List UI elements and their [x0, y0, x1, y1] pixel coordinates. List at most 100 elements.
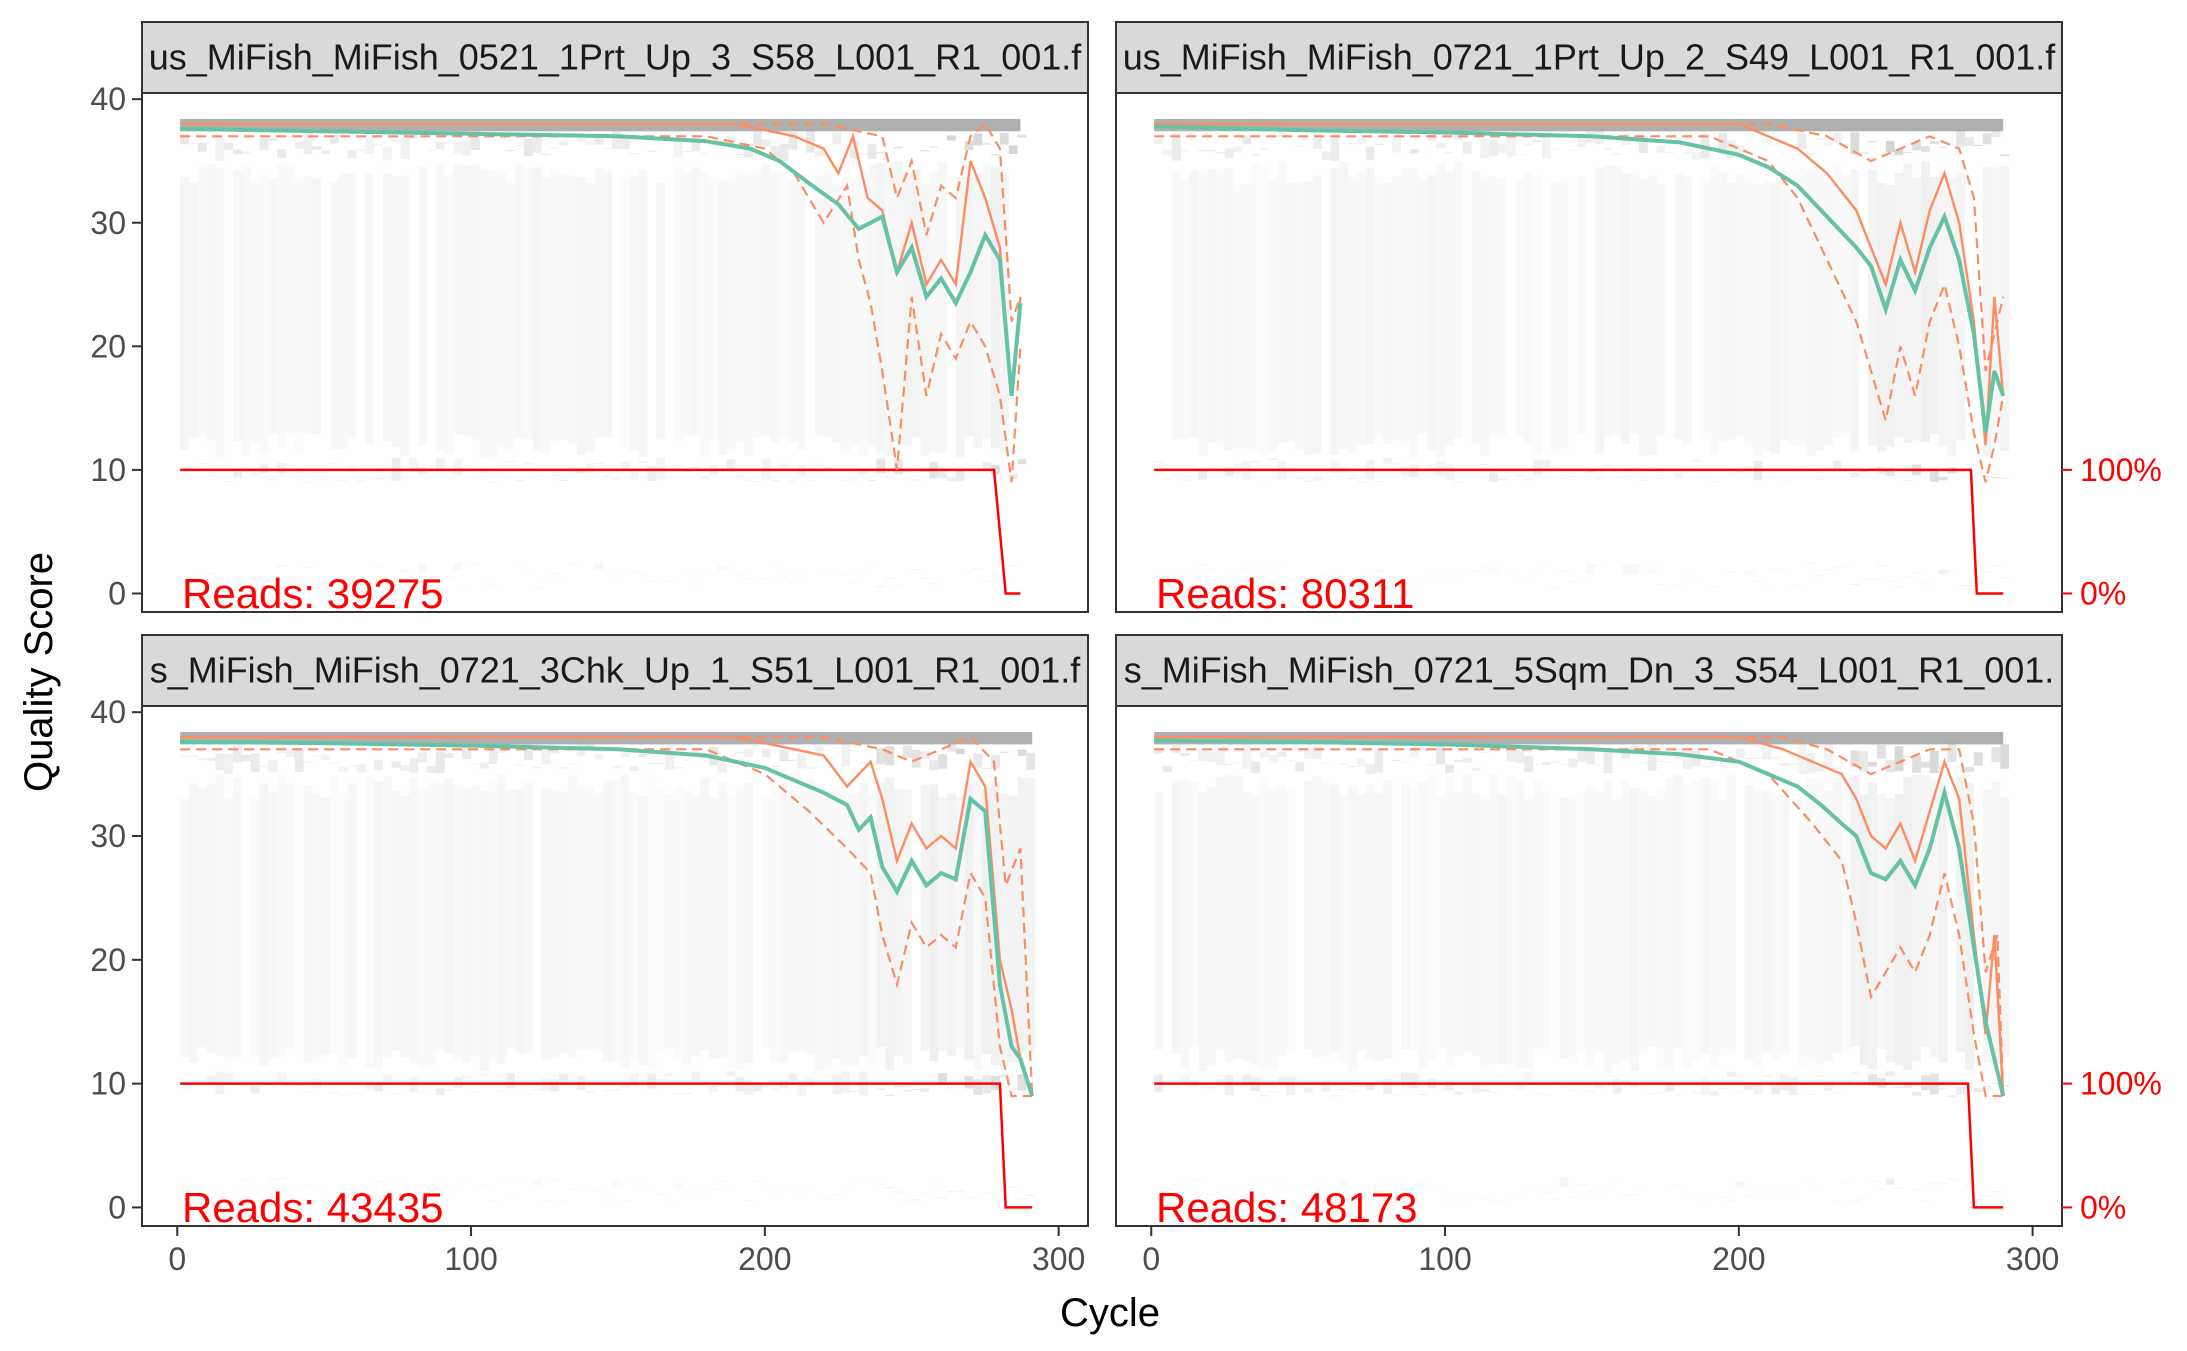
heatmap-cell [1779, 152, 1789, 154]
heatmap-cell [462, 747, 472, 759]
heatmap-cell [770, 1088, 780, 1090]
heatmap-cell [1876, 565, 1886, 567]
heatmap-cell [1568, 581, 1578, 583]
heatmap-cell [1965, 1185, 1974, 1187]
heatmap-cell [1321, 574, 1331, 576]
heatmap-cell [2000, 154, 2010, 157]
heatmap-cell [215, 477, 225, 479]
heatmap-cell [532, 132, 542, 153]
heatmap-cell [1868, 782, 1877, 1069]
heatmap-cell [1541, 460, 1551, 468]
heatmap-cell [1691, 459, 1701, 462]
heatmap-cell [1524, 578, 1534, 580]
heatmap-cell [330, 1092, 339, 1094]
heatmap-cell [1268, 1182, 1278, 1184]
heatmap-cell [973, 133, 983, 146]
heatmap-cell [312, 585, 322, 587]
heatmap-cell [1026, 1194, 1036, 1196]
heatmap-cell [1242, 1074, 1252, 1086]
heatmap-cell [233, 579, 242, 581]
heatmap-cell [1973, 1088, 1983, 1092]
heatmap-cell [1497, 478, 1507, 481]
heatmap-cell [1233, 776, 1243, 1059]
heatmap-cell [770, 563, 780, 565]
heatmap-cell [312, 1188, 322, 1190]
heatmap-cell [1665, 761, 1675, 763]
heatmap-cell [1947, 1178, 1957, 1180]
heatmap-cell [1982, 571, 1992, 573]
heatmap-cell [1154, 571, 1164, 573]
heatmap-cell [1797, 1080, 1807, 1082]
heatmap-cell [1163, 149, 1172, 156]
x-axis-title: Cycle [1060, 1291, 1160, 1335]
heatmap-cell [523, 138, 533, 157]
heatmap-cell [1304, 480, 1313, 482]
heatmap-cell [1647, 795, 1657, 1047]
heatmap-cell [312, 755, 322, 757]
heatmap-cell [1868, 141, 1877, 143]
facet-panel-2: Reads: 80311 us_MiFish_MiFish_0721_1Prt_U… [1115, 21, 2162, 617]
heatmap-cell [1594, 564, 1604, 566]
heatmap-cell [1683, 151, 1692, 153]
heatmap-cell [920, 1088, 930, 1092]
heatmap-cell [285, 579, 295, 581]
heatmap-cell [894, 1191, 903, 1193]
heatmap-cell [911, 479, 921, 481]
heatmap-cell [788, 759, 798, 761]
heatmap-cell [523, 572, 533, 574]
heatmap-cell [797, 140, 806, 142]
heatmap-cell [805, 1077, 815, 1087]
heatmap-cell [409, 1184, 419, 1186]
heatmap-cell [938, 1197, 947, 1199]
heatmap-cell [788, 1073, 798, 1082]
heatmap-cell [999, 132, 1009, 145]
heatmap-cell [1277, 1183, 1287, 1185]
heatmap-cell [1259, 167, 1269, 456]
heatmap-cell [885, 162, 895, 456]
heatmap-cell [1277, 751, 1287, 757]
y-tick-label: 40 [90, 81, 126, 117]
heatmap-cell [1850, 170, 1860, 452]
heatmap-cell [1630, 1084, 1639, 1088]
heatmap-cell [1400, 783, 1410, 1049]
heatmap-cell [1894, 1187, 1904, 1189]
y-tick-label: 40 [90, 694, 126, 730]
heatmap-cell [1462, 774, 1472, 1053]
heatmap-cell [779, 750, 789, 762]
heatmap-cell [735, 575, 745, 577]
heatmap-cell [1251, 795, 1260, 1065]
heatmap-cell [1304, 1184, 1313, 1186]
heatmap-cell [770, 172, 780, 443]
heatmap-cell [312, 178, 322, 434]
heatmap-cell [479, 471, 489, 473]
heatmap-cell [1233, 569, 1243, 571]
heatmap-cell [1859, 794, 1869, 1065]
heatmap-cell [1198, 150, 1208, 152]
heatmap-cell [1471, 1192, 1481, 1194]
heatmap-cell [938, 754, 947, 769]
heatmap-cell [1771, 143, 1780, 145]
heatmap-cell [841, 479, 851, 481]
heatmap-cell [1180, 1075, 1190, 1083]
median-line [180, 735, 1034, 1097]
heatmap-cell [241, 755, 251, 761]
heatmap-cell [1312, 133, 1322, 149]
heatmap-cell [770, 480, 780, 482]
heatmap-cell [938, 162, 947, 453]
heatmap-cell [541, 177, 551, 454]
heatmap-cell [1718, 172, 1728, 442]
facet-strip [141, 634, 1089, 707]
heatmap-cell [735, 752, 745, 754]
heatmap-cell [1462, 141, 1472, 154]
heatmap-cell [1859, 1197, 1869, 1199]
y-axis-title: Quality Score [17, 552, 61, 792]
heatmap-cell [1224, 1187, 1234, 1189]
quality-frequency-heatmap [180, 118, 1027, 589]
heatmap-cell [277, 751, 286, 754]
heatmap-cell [1594, 764, 1604, 766]
reads-count-label: Reads: 39275 [182, 570, 444, 617]
heatmap-cell [180, 756, 190, 758]
heatmap-cell [823, 1074, 833, 1076]
heatmap-cell [559, 1200, 568, 1202]
heatmap-cell [1383, 1078, 1393, 1095]
